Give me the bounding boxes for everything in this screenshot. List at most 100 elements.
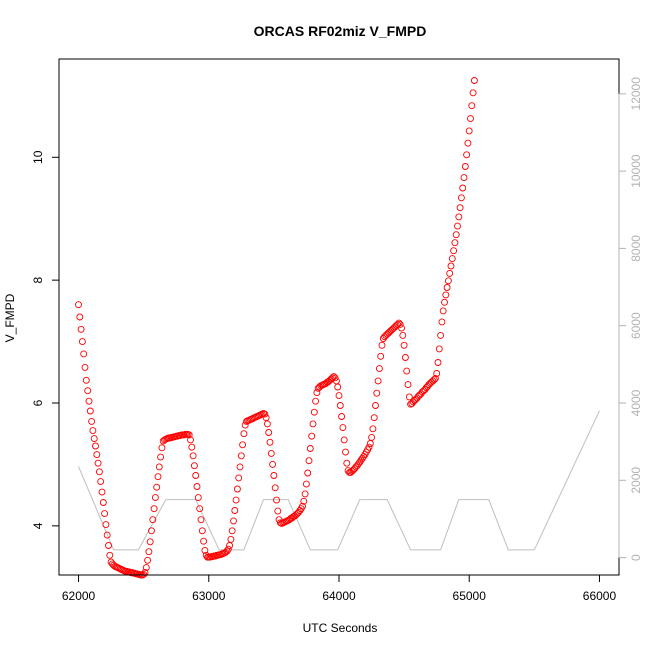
data-point	[266, 438, 274, 446]
data-point	[227, 535, 235, 543]
data-point	[470, 77, 478, 84]
data-point	[233, 485, 241, 493]
data-point	[190, 462, 198, 470]
x-axis-label: UTC Seconds	[303, 621, 378, 635]
data-point	[447, 262, 455, 270]
data-point	[235, 474, 243, 482]
data-point	[194, 494, 202, 502]
data-point	[237, 452, 245, 460]
data-point	[401, 354, 409, 361]
data-point	[404, 381, 412, 389]
data-point	[456, 204, 464, 212]
data-point	[336, 402, 344, 409]
data-point	[375, 365, 383, 373]
data-point	[106, 551, 114, 559]
data-point	[430, 376, 438, 384]
data-point	[262, 414, 270, 422]
data-point	[340, 436, 348, 444]
data-point	[185, 431, 193, 439]
data-point	[77, 325, 85, 333]
points-layer	[75, 77, 478, 579]
data-point	[399, 331, 407, 339]
y2-tick-label: 12000	[629, 77, 643, 111]
data-point	[105, 542, 112, 549]
data-point	[90, 435, 98, 443]
data-point	[305, 457, 313, 465]
data-point	[459, 184, 467, 192]
data-point	[439, 307, 447, 315]
y2-axis: 0 2000 4000 6000 8000 10000 12000	[618, 77, 643, 561]
data-point	[97, 478, 105, 486]
data-point	[151, 494, 159, 502]
data-point	[312, 397, 320, 405]
data-point	[338, 413, 346, 420]
data-point	[304, 469, 312, 477]
data-point	[189, 452, 197, 460]
data-point	[201, 546, 209, 554]
data-point	[335, 392, 343, 400]
data-point	[98, 488, 106, 496]
data-point	[343, 459, 351, 467]
data-point	[148, 527, 155, 535]
data-point	[306, 445, 314, 452]
data-point	[365, 443, 373, 451]
y2-tick-label: 10000	[629, 154, 643, 188]
data-point	[369, 425, 377, 433]
y-tick-label: 10	[31, 150, 45, 164]
secondary-series-line	[78, 410, 600, 551]
data-point	[378, 341, 386, 349]
data-point	[373, 389, 381, 397]
data-point	[149, 516, 157, 524]
data-point	[258, 410, 266, 418]
data-point	[269, 460, 277, 468]
data-point	[155, 463, 163, 471]
y-tick-label: 4	[31, 522, 45, 529]
data-point	[94, 459, 102, 467]
data-point	[267, 449, 275, 457]
data-point	[140, 570, 148, 578]
data-point	[236, 463, 244, 471]
data-point	[146, 538, 154, 546]
data-point	[394, 320, 402, 328]
data-point	[313, 389, 321, 397]
data-point	[157, 453, 165, 461]
data-point	[145, 548, 153, 556]
data-point	[454, 222, 461, 230]
data-point	[240, 430, 248, 438]
data-point	[99, 499, 107, 506]
data-point	[102, 521, 110, 529]
x-tick-label: 66000	[583, 589, 617, 603]
data-point	[101, 510, 109, 518]
data-point	[334, 383, 342, 391]
data-point	[300, 497, 308, 505]
x-tick-label: 63000	[192, 589, 226, 603]
data-point	[400, 341, 408, 349]
y2-tick-label: 4000	[629, 389, 643, 416]
data-point	[452, 231, 460, 239]
y-tick-label: 6	[31, 399, 45, 406]
data-point	[467, 115, 474, 123]
data-point	[82, 376, 90, 384]
data-point	[398, 324, 405, 332]
data-point	[142, 564, 150, 572]
data-point	[274, 507, 282, 515]
x-tick-label: 64000	[322, 589, 356, 603]
data-point	[435, 345, 443, 353]
data-point	[299, 502, 306, 510]
data-point	[451, 239, 459, 247]
data-point	[273, 496, 280, 504]
data-point	[84, 387, 92, 395]
y-tick-label: 8	[31, 276, 45, 283]
data-point	[434, 359, 442, 366]
data-point	[437, 331, 445, 339]
data-point	[158, 444, 166, 452]
data-point	[81, 363, 89, 371]
data-point	[263, 420, 271, 428]
data-point	[442, 291, 450, 299]
data-point	[230, 517, 237, 525]
y2-tick-label: 0	[629, 554, 643, 561]
data-point	[80, 350, 88, 358]
data-point	[153, 483, 161, 491]
data-point	[270, 472, 278, 479]
